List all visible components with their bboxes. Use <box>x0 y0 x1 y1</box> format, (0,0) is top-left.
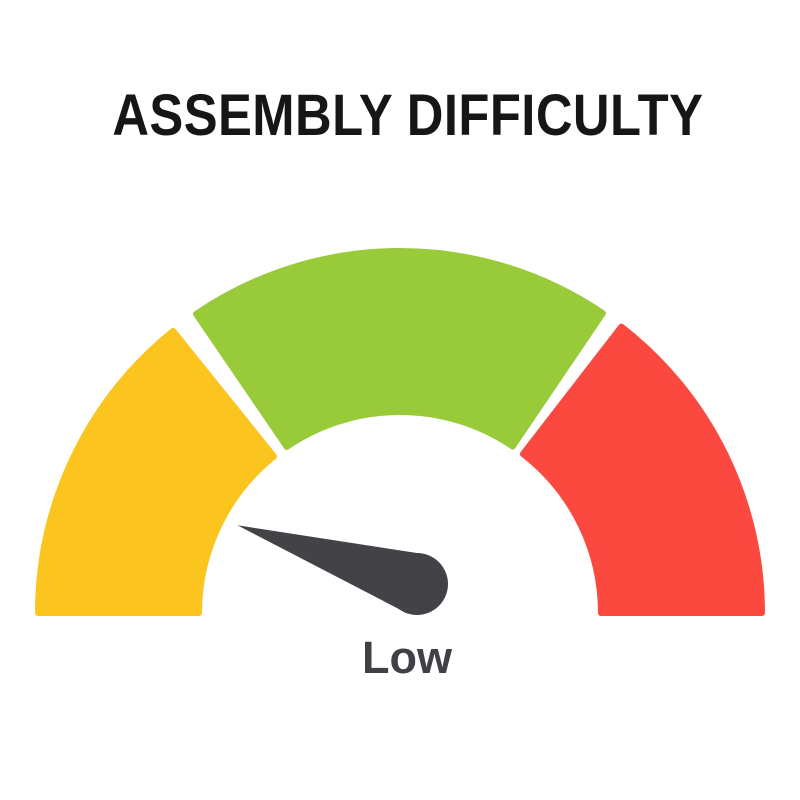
gauge-needle <box>237 525 448 615</box>
chart-title: ASSEMBLY DIFFICULTY <box>112 83 704 148</box>
gauge-segments <box>35 248 765 616</box>
gauge-segment-medium <box>193 248 606 450</box>
needle-pointer <box>237 525 427 614</box>
gauge-segment-low <box>35 327 278 616</box>
gauge-value-label: Low <box>362 632 452 683</box>
gauge-segment-high <box>519 323 765 616</box>
